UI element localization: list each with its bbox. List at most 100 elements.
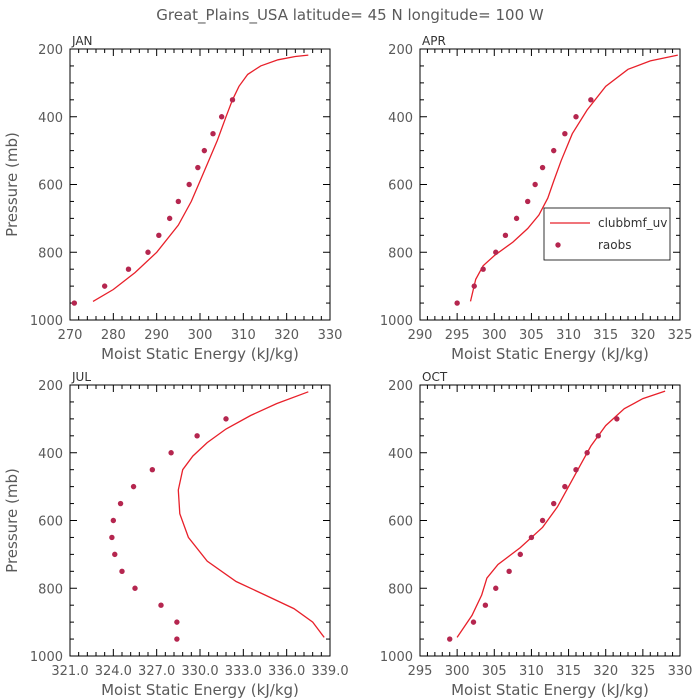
series-point-raobs — [175, 198, 182, 205]
series-point-raobs — [454, 300, 460, 306]
series-point-raobs — [229, 97, 236, 103]
figure-title: Great_Plains_USA latitude= 45 N longitud… — [156, 6, 544, 25]
series-point-raobs — [125, 266, 132, 272]
series-line-clubbmf_uv — [469, 54, 678, 302]
series-point-raobs — [174, 619, 180, 625]
panel-jul: 321.0 324.0 327.0 330.0 333.0 336.0 339.0 200 40… — [3, 370, 349, 699]
x-tick-label: 327.0 — [138, 664, 175, 679]
series-point-raobs — [562, 483, 568, 490]
panel-grid: 270 280 290 300 310 320 330 200 400 600 800 1000 JAN… — [3, 34, 692, 699]
series-point-raobs — [506, 568, 512, 575]
y-tick-label: 200 — [388, 379, 413, 394]
y-tick-label: 400 — [38, 447, 63, 462]
x-tick-label: 315 — [593, 328, 618, 343]
y-tick-label: 1000 — [380, 650, 413, 665]
x-tick-label: 320 — [274, 328, 299, 343]
panel-label: APR — [422, 34, 446, 48]
series-point-raobs — [539, 517, 546, 524]
y-tick-label: 400 — [388, 447, 413, 462]
series-point-raobs — [480, 266, 486, 272]
x-tick-label: 339.0 — [311, 664, 348, 679]
panel-oct: 295 300 305 310 315 320 325 330 200 400 600 800 1000… — [380, 370, 693, 699]
series-point-raobs — [528, 534, 535, 541]
series-point-raobs — [174, 636, 180, 642]
x-tick-label: 321.0 — [51, 664, 88, 679]
series-line-clubbmf_uv — [92, 54, 309, 302]
series-point-raobs — [110, 517, 117, 524]
y-tick-label: 1000 — [30, 650, 63, 665]
x-tick-label: 310 — [556, 328, 581, 343]
y-tick-label: 400 — [388, 111, 413, 126]
series-point-raobs — [493, 585, 499, 591]
x-tick-label: 315 — [556, 664, 581, 679]
series-point-raobs — [195, 164, 201, 171]
y-tick-label: 800 — [38, 246, 63, 261]
series-point-raobs — [573, 466, 579, 473]
plot-frame — [69, 384, 331, 657]
series-point-raobs — [584, 450, 590, 456]
series-point-raobs — [573, 114, 579, 120]
series-point-raobs — [551, 500, 557, 507]
legend-entry-label: raobs — [598, 238, 632, 252]
series-point-raobs — [562, 130, 568, 137]
x-tick-label: 300 — [188, 328, 213, 343]
plot-frame — [419, 48, 681, 321]
series-point-raobs — [210, 130, 216, 137]
legend-entry-label: clubbmf_uv — [598, 216, 667, 230]
series-point-raobs — [551, 147, 557, 154]
y-tick-label: 600 — [388, 515, 413, 530]
x-tick-label: 320 — [630, 328, 655, 343]
series-point-raobs — [101, 283, 108, 289]
x-axis-title: Moist Static Energy (kJ/kg) — [101, 345, 299, 363]
series-point-raobs — [145, 249, 151, 255]
x-tick-label: 300 — [445, 664, 470, 679]
series-point-raobs — [493, 249, 499, 255]
series-point-raobs — [149, 466, 156, 473]
series-point-raobs — [168, 450, 174, 456]
x-tick-label: 290 — [408, 328, 433, 343]
x-tick-label: 333.0 — [225, 664, 262, 679]
x-tick-label: 305 — [519, 328, 544, 343]
panel-label: JAN — [71, 34, 93, 48]
x-tick-label: 325 — [630, 664, 655, 679]
x-tick-label: 270 — [58, 328, 83, 343]
series-point-raobs — [482, 602, 489, 608]
series-line-clubbmf_uv — [456, 390, 666, 638]
series-point-raobs — [112, 551, 118, 558]
series-point-raobs — [532, 181, 538, 188]
series-point-raobs — [588, 97, 594, 103]
x-tick-label: 310 — [519, 664, 544, 679]
y-axis-title: Pressure (mb) — [3, 132, 21, 237]
x-tick-label: 295 — [445, 328, 470, 343]
series-point-raobs — [595, 433, 601, 439]
x-tick-label: 325 — [668, 328, 693, 343]
y-tick-label: 800 — [388, 582, 413, 597]
y-tick-label: 200 — [388, 43, 413, 58]
x-tick-label: 330.0 — [181, 664, 218, 679]
y-tick-label: 800 — [38, 582, 63, 597]
legend-marker-swatch — [555, 242, 561, 248]
legend-box — [543, 207, 671, 261]
plot-frame — [69, 48, 331, 321]
series-point-raobs — [109, 534, 115, 541]
panel-apr: 290 295 300 305 310 315 320 325 200 400 600 800 1000… — [380, 34, 693, 363]
y-tick-label: 600 — [38, 179, 63, 194]
series-point-raobs — [223, 416, 229, 422]
x-tick-label: 320 — [593, 664, 618, 679]
x-axis-title: Moist Static Energy (kJ/kg) — [101, 681, 299, 699]
series-point-raobs — [130, 483, 137, 490]
series-point-raobs — [502, 232, 509, 239]
x-tick-label: 290 — [144, 328, 169, 343]
y-tick-label: 600 — [38, 515, 63, 530]
panel-label: OCT — [422, 370, 448, 384]
plot-frame — [419, 384, 681, 657]
series-point-raobs — [614, 416, 620, 422]
x-tick-label: 336.0 — [268, 664, 305, 679]
y-tick-label: 1000 — [30, 314, 63, 329]
series-point-raobs — [132, 585, 138, 591]
x-tick-label: 305 — [482, 664, 507, 679]
series-point-raobs — [71, 300, 78, 306]
series-point-raobs — [119, 568, 125, 575]
x-axis-title: Moist Static Energy (kJ/kg) — [451, 681, 649, 699]
